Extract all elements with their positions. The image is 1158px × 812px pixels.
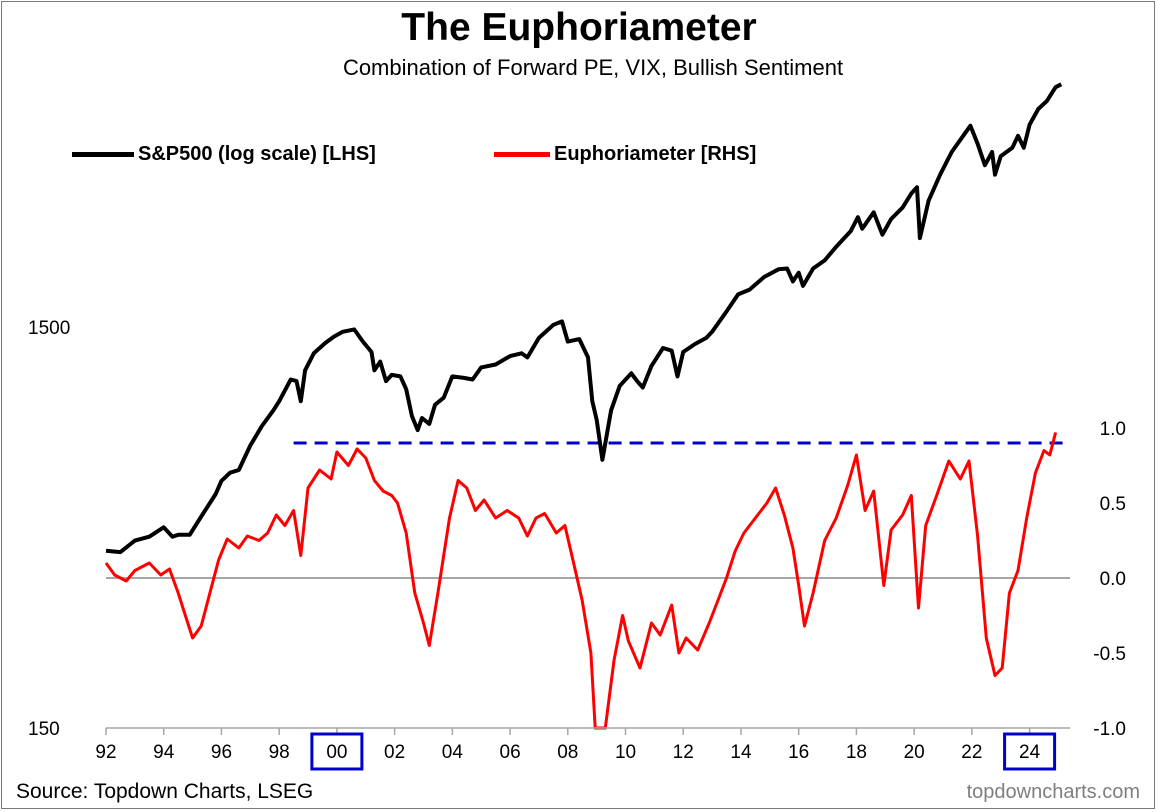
chart-title: The Euphoriameter [401, 6, 757, 49]
x-tick-label: 96 [211, 742, 232, 763]
legend-swatch-sp500 [72, 152, 134, 157]
y-right-tick-label: -1.0 [1093, 719, 1126, 740]
x-tick-label: 08 [557, 742, 578, 763]
x-tick-label: 94 [153, 742, 175, 763]
x-tick-label: 98 [269, 742, 290, 763]
x-tick-label: 10 [615, 742, 636, 763]
series-line-euphoriameter [104, 432, 1058, 730]
x-tick-label: 20 [904, 742, 925, 763]
series-line-sp500 [105, 82, 1063, 555]
legend-swatch-euphoriameter [494, 152, 550, 157]
x-tick-label: 92 [95, 742, 116, 763]
x-tick-label: 18 [846, 742, 867, 763]
x-tick-highlight-box [310, 732, 364, 771]
x-tick-label: 14 [730, 742, 752, 763]
x-tick-label: 00 [326, 742, 347, 763]
y-right-tick-label: 1.0 [1100, 419, 1126, 440]
x-tick-label: 24 [1019, 742, 1041, 763]
x-tick-label: 06 [500, 742, 521, 763]
x-tick-label: 02 [384, 742, 405, 763]
x-tick-label: 22 [961, 742, 982, 763]
x-tick-highlight-box [1003, 732, 1057, 771]
x-tick-label: 12 [673, 742, 694, 763]
y-right-tick-label: 0.5 [1100, 494, 1126, 515]
x-tick-label: 04 [442, 742, 464, 763]
y-right-tick-label: -0.5 [1093, 644, 1126, 665]
y-right-tick-label: 0.0 [1100, 569, 1126, 590]
x-tick-label: 16 [788, 742, 809, 763]
source-note: Source: Topdown Charts, LSEG [16, 780, 314, 803]
y-left-tick-label: 1500 [28, 318, 70, 339]
y-left-tick-label: 150 [28, 719, 60, 740]
chart-subtitle: Combination of Forward PE, VIX, Bullish … [342, 55, 844, 80]
credit-note: topdowncharts.com [966, 781, 1140, 803]
legend-label-euphoriameter: Euphoriameter [RHS] [554, 143, 757, 165]
legend-label-sp500: S&P500 (log scale) [LHS] [138, 143, 376, 165]
